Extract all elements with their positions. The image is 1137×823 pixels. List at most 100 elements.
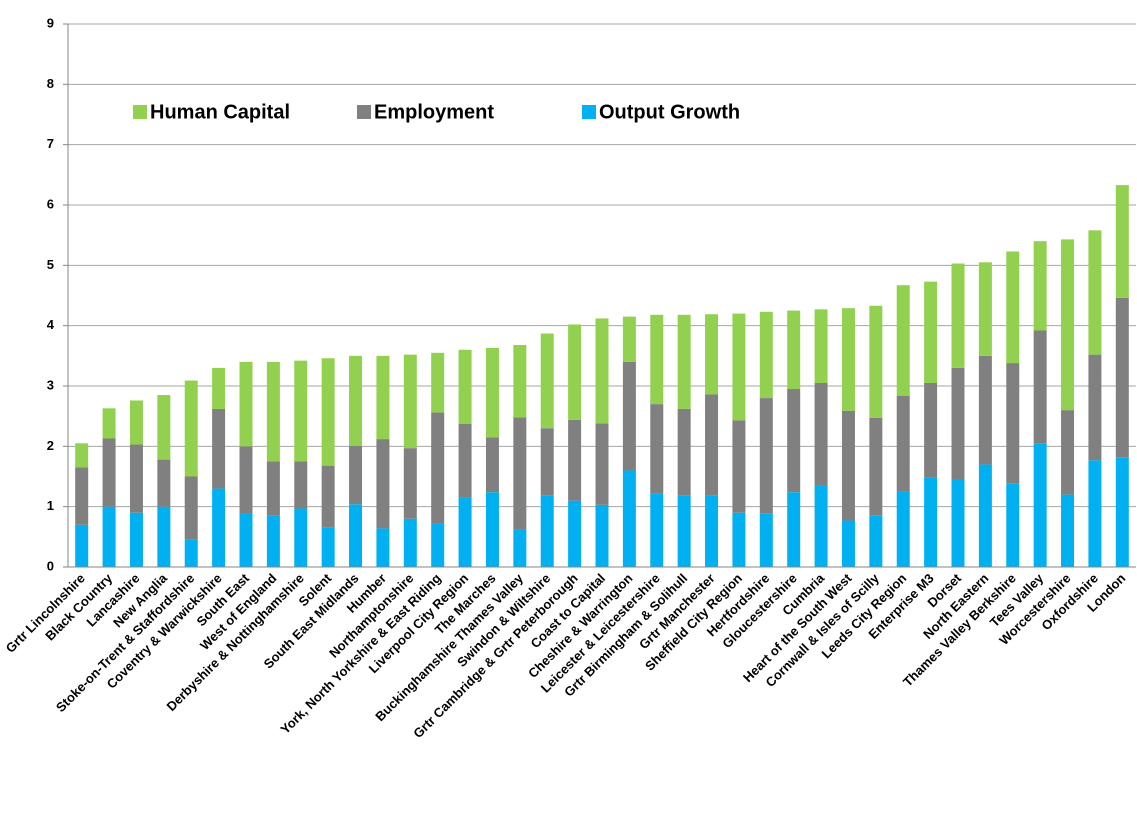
bar-segment <box>951 263 965 368</box>
bar-segment <box>705 394 719 496</box>
bar-segment <box>924 281 938 383</box>
bar-segment <box>157 506 171 567</box>
bar-segment <box>239 446 253 514</box>
bar-segment <box>732 420 746 513</box>
bar-segment <box>705 495 719 567</box>
bar-segment <box>1115 457 1129 567</box>
bar-segment <box>102 506 116 567</box>
bar-segment <box>349 355 363 446</box>
bar-segment <box>129 512 143 567</box>
bar-segment <box>595 318 609 424</box>
y-tick-label: 2 <box>47 438 54 453</box>
bar-segment <box>705 314 719 395</box>
bar-segment <box>458 497 472 567</box>
bar-segment <box>978 464 992 567</box>
bar-segment <box>431 523 445 567</box>
bar-segment <box>841 308 855 411</box>
bar-segment <box>978 355 992 465</box>
bar-segment <box>129 444 143 513</box>
legend-swatch <box>133 105 147 119</box>
bar-segment <box>677 495 691 567</box>
bar-segment <box>294 461 308 509</box>
y-tick-label: 1 <box>47 498 54 513</box>
bar-segment <box>732 512 746 567</box>
bar-segment <box>622 316 636 362</box>
bar-segment <box>677 408 691 496</box>
bar-segment <box>431 352 445 413</box>
bar-segment <box>759 513 773 567</box>
y-tick-label: 9 <box>47 15 54 30</box>
bar-segment <box>896 491 910 567</box>
y-tick-label: 4 <box>47 317 55 332</box>
bar-segment <box>513 417 527 530</box>
bar-segment <box>759 398 773 514</box>
bar-segment <box>321 465 335 528</box>
bar-segment <box>403 354 417 449</box>
bar-segment <box>403 518 417 567</box>
bar-segment <box>239 361 253 447</box>
bar-segment <box>787 492 801 567</box>
bar-segment <box>239 513 253 567</box>
bar-segment <box>568 324 582 420</box>
bar-segment <box>266 461 280 516</box>
bar-segment <box>349 445 363 505</box>
bar-segment <box>1115 185 1129 298</box>
bar-segment <box>403 448 417 519</box>
bar-segment <box>951 479 965 567</box>
bar-segment <box>1033 443 1047 567</box>
bar-segment <box>458 349 472 425</box>
bar-segment <box>376 528 390 567</box>
bar-segment <box>540 428 554 496</box>
bar-segment <box>184 476 198 540</box>
bar-segment <box>814 382 828 486</box>
bar-segment <box>212 488 226 567</box>
legend-label: Human Capital <box>150 101 290 123</box>
bar-segment <box>75 524 89 567</box>
bar-segment <box>814 485 828 567</box>
bar-segment <box>431 412 445 524</box>
legend-label: Output Growth <box>599 101 740 123</box>
bar-segment <box>184 380 198 477</box>
bar-segment <box>458 424 472 498</box>
bar-segment <box>349 504 363 567</box>
bar-segment <box>1006 483 1020 567</box>
bar-segment <box>978 262 992 356</box>
bar-segment <box>102 408 116 439</box>
bar-segment <box>212 367 226 409</box>
bar-segment <box>1115 297 1129 458</box>
bar-segment <box>75 443 89 468</box>
bar-segment <box>294 360 308 462</box>
y-tick-label: 5 <box>47 257 54 272</box>
bar-segment <box>321 358 335 466</box>
bar-segment <box>129 400 143 445</box>
bar-segment <box>321 527 335 567</box>
bar-segment <box>485 347 499 438</box>
bar-segment <box>759 311 773 399</box>
bar-segment <box>513 344 527 418</box>
bar-segment <box>568 419 582 501</box>
bar-segment <box>102 438 116 507</box>
bar-segment <box>732 313 746 421</box>
legend-swatch <box>582 105 596 119</box>
bar-segment <box>513 529 527 567</box>
bar-segment <box>924 382 938 478</box>
bar-segment <box>540 495 554 567</box>
bar-segment <box>157 395 171 460</box>
bar-segment <box>841 520 855 567</box>
bar-segment <box>869 417 883 516</box>
bar-segment <box>595 504 609 567</box>
bar-segment <box>787 310 801 390</box>
bar-segment <box>951 367 965 480</box>
bar-segment <box>294 508 308 567</box>
bar-segment <box>650 493 664 567</box>
bar-segment <box>924 477 938 567</box>
bar-segment <box>622 470 636 567</box>
bar-segment <box>1088 354 1102 461</box>
legend-label: Employment <box>374 101 494 123</box>
bar-segment <box>677 314 691 409</box>
bar-segment <box>841 410 855 521</box>
y-tick-label: 6 <box>47 196 54 211</box>
bar-segment <box>485 492 499 567</box>
bar-segment <box>485 437 499 493</box>
bar-segment <box>1088 460 1102 567</box>
